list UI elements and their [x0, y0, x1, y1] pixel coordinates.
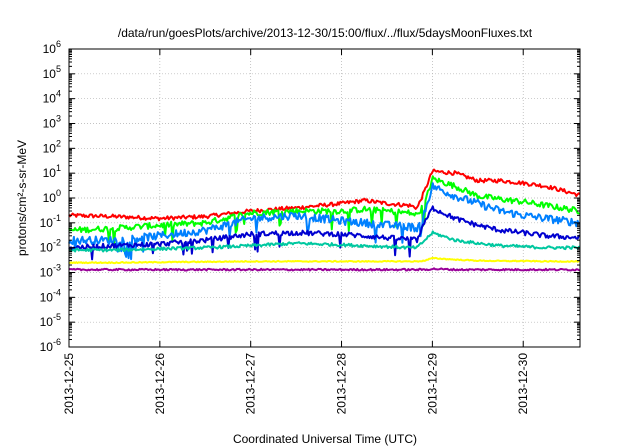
- series-line: [68, 267, 581, 272]
- y-tick-label: 100: [43, 188, 61, 205]
- series-layer: [68, 168, 581, 272]
- series-line: [68, 168, 581, 222]
- y-tick-label: 103: [43, 114, 61, 131]
- x-tick-label: 2013-12-26: [153, 353, 167, 415]
- y-tick-label: 10-6: [40, 337, 61, 354]
- y-tick-label: 104: [43, 89, 61, 106]
- series-line: [68, 182, 581, 261]
- chart-title: /data/run/goesPlots/archive/2013-12-30/1…: [118, 26, 533, 40]
- x-tick-label: 2013-12-27: [244, 353, 258, 415]
- y-tick-label: 10-1: [40, 213, 61, 230]
- x-tick-label: 2013-12-29: [425, 353, 439, 415]
- axis-ticks: [68, 48, 580, 348]
- x-tick-labels: 2013-12-25 2013-12-26 2013-12-27 2013-12-28…: [62, 353, 530, 415]
- y-tick-labels: 10-6 10-5 10-4 10-3 10-2 10-1 100 101 102 103 104 1…: [40, 39, 61, 354]
- grid-lines: [69, 49, 580, 347]
- series-line: [68, 230, 581, 253]
- x-tick-label: 2013-12-25: [62, 353, 76, 415]
- series-line: [68, 175, 581, 247]
- y-tick-label: 102: [43, 138, 61, 155]
- series-line: [68, 205, 581, 261]
- series-line: [69, 256, 581, 265]
- y-tick-label: 10-4: [40, 287, 61, 304]
- x-tick-label: 2013-12-28: [335, 353, 349, 415]
- x-axis-label: Coordinated Universal Time (UTC): [233, 432, 417, 446]
- y-tick-label: 10-5: [40, 312, 61, 329]
- y-tick-label: 106: [43, 39, 61, 56]
- y-tick-label: 10-2: [40, 238, 61, 255]
- y-tick-label: 101: [43, 163, 61, 180]
- y-tick-label: 10-3: [40, 263, 61, 280]
- y-tick-label: 105: [43, 64, 61, 81]
- x-tick-label: 2013-12-30: [516, 353, 530, 415]
- y-axis-label: protons/cm²-s-sr-MeV: [15, 140, 29, 256]
